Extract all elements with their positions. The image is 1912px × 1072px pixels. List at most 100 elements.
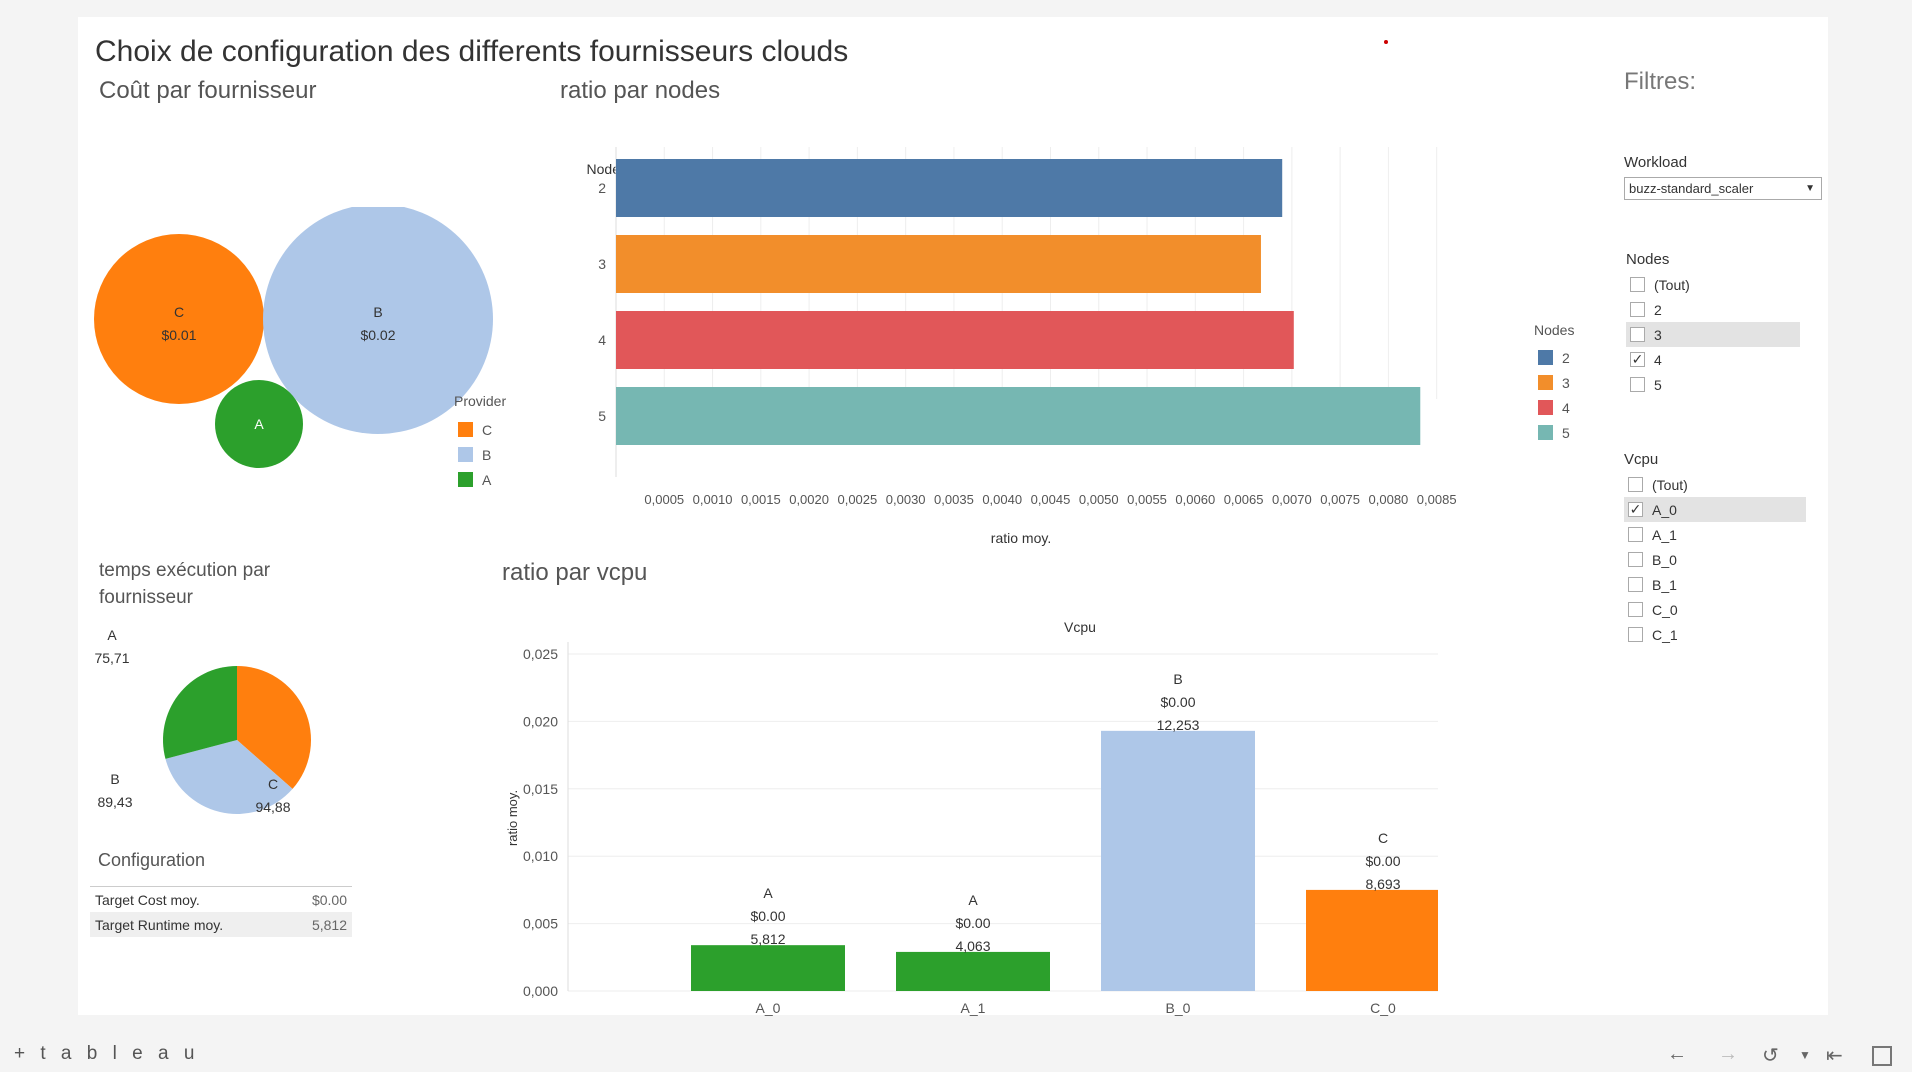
checkbox[interactable] — [1630, 377, 1645, 392]
bar-nodes-3[interactable] — [616, 235, 1261, 293]
first-page-icon[interactable]: ⇤ — [1826, 1045, 1843, 1067]
nodes-option[interactable]: (Tout) — [1626, 272, 1800, 297]
vcpu-option[interactable]: C_1 — [1624, 622, 1806, 647]
pie-label-b-value: 89,43 — [97, 794, 132, 810]
option-label: 3 — [1654, 326, 1662, 343]
bar-label-provider: A — [763, 885, 773, 901]
x-tick-label: 0,0045 — [1031, 492, 1071, 507]
pie-slice-a[interactable] — [163, 666, 237, 759]
vcpu-option[interactable]: ✓ A_0 — [1624, 497, 1806, 522]
pie-slice-b[interactable] — [165, 740, 293, 814]
nodes-option[interactable]: 3 — [1626, 322, 1800, 347]
revert-icon[interactable]: ↺ — [1762, 1045, 1779, 1067]
bubble-b[interactable] — [263, 207, 493, 434]
workload-dropdown[interactable]: buzz-standard_scaler ▼ — [1624, 177, 1822, 200]
checkbox[interactable] — [1630, 327, 1645, 342]
redo-icon[interactable]: → — [1718, 1043, 1738, 1065]
pie-slice-c[interactable] — [237, 666, 311, 789]
legend-swatch — [1538, 350, 1553, 365]
bar-label-runtime: 5,812 — [750, 931, 785, 947]
config-label: Target Cost moy. — [95, 891, 200, 908]
vcpu-option[interactable]: B_1 — [1624, 572, 1806, 597]
checkbox[interactable]: ✓ — [1628, 501, 1643, 517]
nodes-legend-item-2[interactable]: 2 — [1538, 345, 1570, 370]
pie-label-a-name: A — [107, 627, 117, 643]
checkbox[interactable] — [1628, 627, 1643, 642]
checkbox[interactable] — [1630, 302, 1645, 317]
nodes-legend-item-3[interactable]: 3 — [1538, 370, 1570, 395]
legend-item-a[interactable]: A — [458, 467, 492, 492]
bar-label-runtime: 12,253 — [1157, 717, 1200, 733]
bar-vcpu-A_0[interactable] — [691, 945, 845, 991]
legend-swatch — [458, 472, 473, 487]
fullscreen-icon[interactable] — [1872, 1046, 1892, 1066]
pie-label-a-value: 75,71 — [94, 650, 129, 666]
checkbox[interactable] — [1628, 602, 1643, 617]
vcpu-option[interactable]: C_0 — [1624, 597, 1806, 622]
checkbox[interactable] — [1628, 527, 1643, 542]
x-tick-label: 0,0020 — [789, 492, 829, 507]
vcpu-option[interactable]: A_1 — [1624, 522, 1806, 547]
bar-vcpu-B_0[interactable] — [1101, 730, 1255, 991]
nodes-legend-item-4[interactable]: 4 — [1538, 395, 1570, 420]
bubble-chart[interactable]: C $0.01 B $0.02 A — [78, 207, 518, 507]
legend-label: 4 — [1562, 399, 1570, 416]
bar-nodes-4[interactable] — [616, 311, 1294, 369]
nodes-x-axis-title: ratio moy. — [991, 530, 1051, 546]
workload-label: Workload — [1624, 154, 1688, 171]
option-label: C_0 — [1652, 601, 1678, 618]
bar-nodes-5[interactable] — [616, 387, 1421, 445]
category-label: A_0 — [756, 1000, 781, 1016]
nodes-option[interactable]: 2 — [1626, 297, 1800, 322]
bubble-a[interactable] — [215, 380, 303, 468]
legend-item-c[interactable]: C — [458, 417, 492, 442]
checkbox[interactable] — [1628, 552, 1643, 567]
vcpu-chart-title: ratio par vcpu — [502, 559, 648, 586]
undo-icon[interactable]: ← — [1667, 1043, 1687, 1065]
bar-vcpu-C_0[interactable] — [1306, 889, 1438, 991]
option-label: (Tout) — [1652, 476, 1688, 493]
legend-item-b[interactable]: B — [458, 442, 492, 467]
checkbox[interactable] — [1630, 277, 1645, 292]
option-label: 2 — [1654, 301, 1662, 318]
x-tick-label: 0,0060 — [1175, 492, 1215, 507]
pie-chart[interactable]: A 75,71 B 89,43 C 94,88 — [78, 617, 378, 847]
checkbox[interactable] — [1628, 477, 1643, 492]
nodes-option[interactable]: 5 — [1626, 372, 1800, 397]
x-tick-label: 0,0070 — [1272, 492, 1312, 507]
x-tick-label: 0,0080 — [1369, 492, 1409, 507]
bar-nodes-2[interactable] — [616, 159, 1283, 217]
config-row-cost: Target Cost moy. $0.00 — [90, 887, 352, 912]
category-label: B_0 — [1166, 1000, 1191, 1016]
bar-vcpu-A_1[interactable] — [896, 951, 1050, 991]
option-label: B_1 — [1652, 576, 1677, 593]
vcpu-bar-chart[interactable]: Vcpu ratio moy. A $0.00 5,812 A $0.00 4,063 B $… — [498, 597, 1438, 1017]
legend-swatch — [1538, 425, 1553, 440]
legend-swatch — [458, 422, 473, 437]
vcpu-option[interactable]: B_0 — [1624, 547, 1806, 572]
nodes-legend-item-5[interactable]: 5 — [1538, 420, 1570, 445]
bar-label-provider: B — [1173, 671, 1182, 687]
bubble-c[interactable] — [94, 234, 264, 404]
legend-label: 5 — [1562, 424, 1570, 441]
legend-label: 2 — [1562, 349, 1570, 366]
bubble-c-value: $0.01 — [161, 327, 196, 343]
nodes-option[interactable]: ✓ 4 — [1626, 347, 1800, 372]
checkbox[interactable]: ✓ — [1630, 351, 1645, 367]
x-tick-label: 0,0040 — [982, 492, 1022, 507]
nodes-chart-title: ratio par nodes — [560, 77, 721, 104]
bubble-chart-title: Coût par fournisseur — [99, 77, 317, 104]
config-table: Target Cost moy. $0.00 Target Runtime mo… — [90, 886, 352, 937]
x-tick-label: 0,0005 — [644, 492, 684, 507]
pie-label-c-name: C — [268, 776, 278, 792]
vcpu-option[interactable]: (Tout) — [1624, 472, 1806, 497]
tableau-logo[interactable]: + t a b l e a u — [14, 1043, 200, 1064]
config-row-runtime: Target Runtime moy. 5,812 — [90, 912, 352, 937]
checkbox[interactable] — [1628, 577, 1643, 592]
bubble-a-name: A — [254, 416, 264, 432]
bar-label-cost: $0.00 — [1160, 694, 1195, 710]
chevron-down-icon[interactable]: ▼ — [1799, 1048, 1811, 1062]
x-tick-label: 0,0010 — [693, 492, 733, 507]
provider-legend-title: Provider — [454, 393, 507, 409]
